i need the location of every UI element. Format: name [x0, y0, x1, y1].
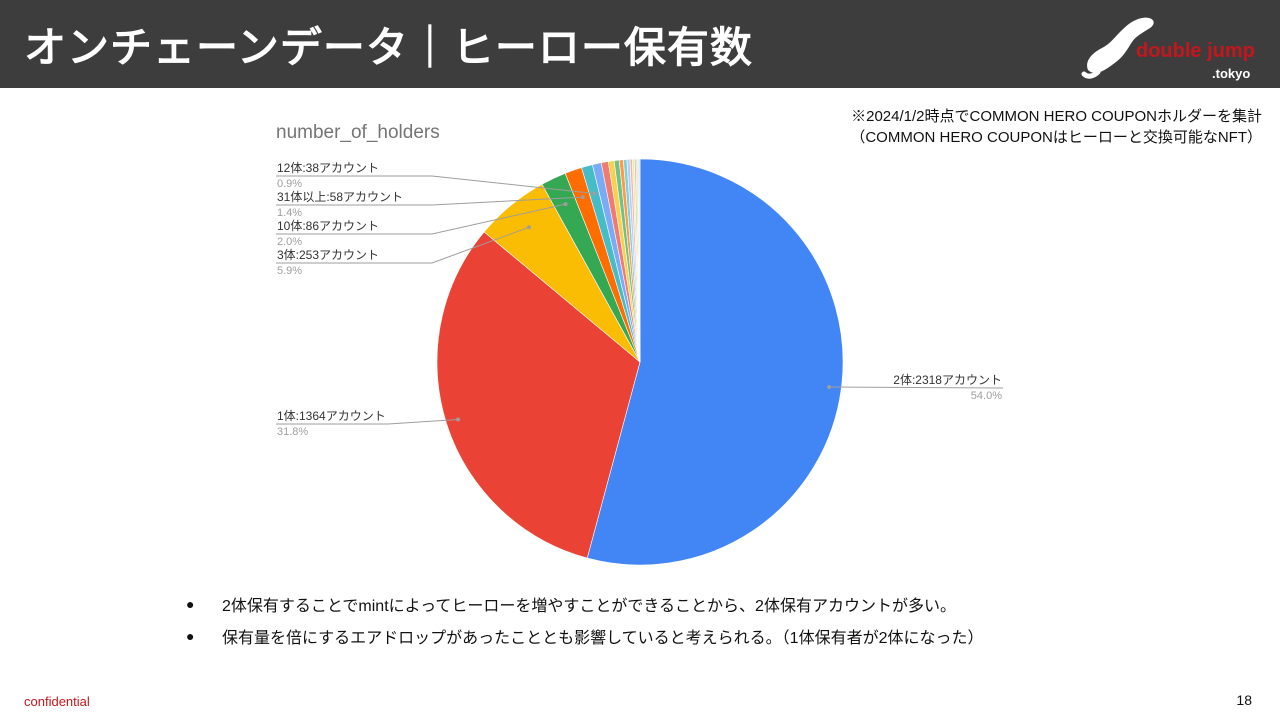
slice-percent-label: 1.4% [277, 207, 302, 219]
page-number: 18 [1236, 692, 1252, 708]
leader-line [276, 419, 459, 425]
slice-label: 31体以上:58アカウント [277, 190, 403, 204]
confidential-label: confidential [24, 694, 90, 709]
bullet-item: ● 保有量を倍にするエアドロップがあったこととも影響していると考えられる。（1体… [186, 620, 983, 652]
page-title: オンチェーンデータ｜ヒーロー保有数 [24, 23, 753, 72]
double-jump-logo: double jump .tokyo [1080, 12, 1265, 82]
bullet-text: 保有量を倍にするエアドロップがあったこととも影響していると考えられる。（1体保有… [222, 630, 984, 647]
bullet-text: 2体保有することでmintによってヒーローを増やすことができることから、2体保有… [222, 598, 956, 615]
slice-label: 12体:38アカウント [277, 161, 379, 175]
leader-line [829, 386, 1004, 389]
bullet-list: ● 2体保有することでmintによってヒーローを増やすことができることから、2体… [186, 588, 983, 652]
leader-line [276, 226, 530, 264]
logo-brush-icon [1081, 17, 1154, 79]
header-bar: オンチェーンデータ｜ヒーロー保有数 double jump .tokyo [0, 0, 1280, 88]
slice-label: 1体:1364アカウント [277, 409, 386, 423]
slice-label: 3体:253アカウント [277, 248, 379, 262]
slice-percent-label: 54.0% [971, 390, 1002, 402]
chart-title: number_of_holders [276, 122, 440, 143]
bullet-dot-icon: ● [186, 628, 195, 644]
slice-percent-label: 5.9% [277, 265, 302, 277]
slice-percent-label: 2.0% [277, 236, 302, 248]
leader-line [276, 175, 595, 194]
slice-percent-label: 31.8% [277, 426, 308, 438]
slice-label: 2体:2318アカウント [893, 373, 1002, 387]
pie-slice [586, 158, 844, 566]
note-line-1: ※2024/1/2時点でCOMMON HERO COUPONホルダーを集計 [851, 108, 1262, 125]
note-line-2: （COMMON HERO COUPONはヒーローと交換可能なNFT） [850, 129, 1262, 146]
slice-percent-label: 0.9% [277, 178, 302, 190]
leader-line [276, 196, 583, 206]
pie-slice [436, 231, 641, 559]
leader-line [276, 203, 566, 235]
logo-text: double jump [1136, 40, 1255, 62]
data-note: ※2024/1/2時点でCOMMON HERO COUPONホルダーを集計 （C… [850, 106, 1262, 148]
pie-slice [638, 158, 641, 363]
bullet-item: ● 2体保有することでmintによってヒーローを増やすことができることから、2体… [186, 588, 983, 620]
slice-label: 10体:86アカウント [277, 219, 379, 233]
logo-subtext: .tokyo [1212, 66, 1251, 81]
bullet-dot-icon: ● [186, 596, 195, 612]
